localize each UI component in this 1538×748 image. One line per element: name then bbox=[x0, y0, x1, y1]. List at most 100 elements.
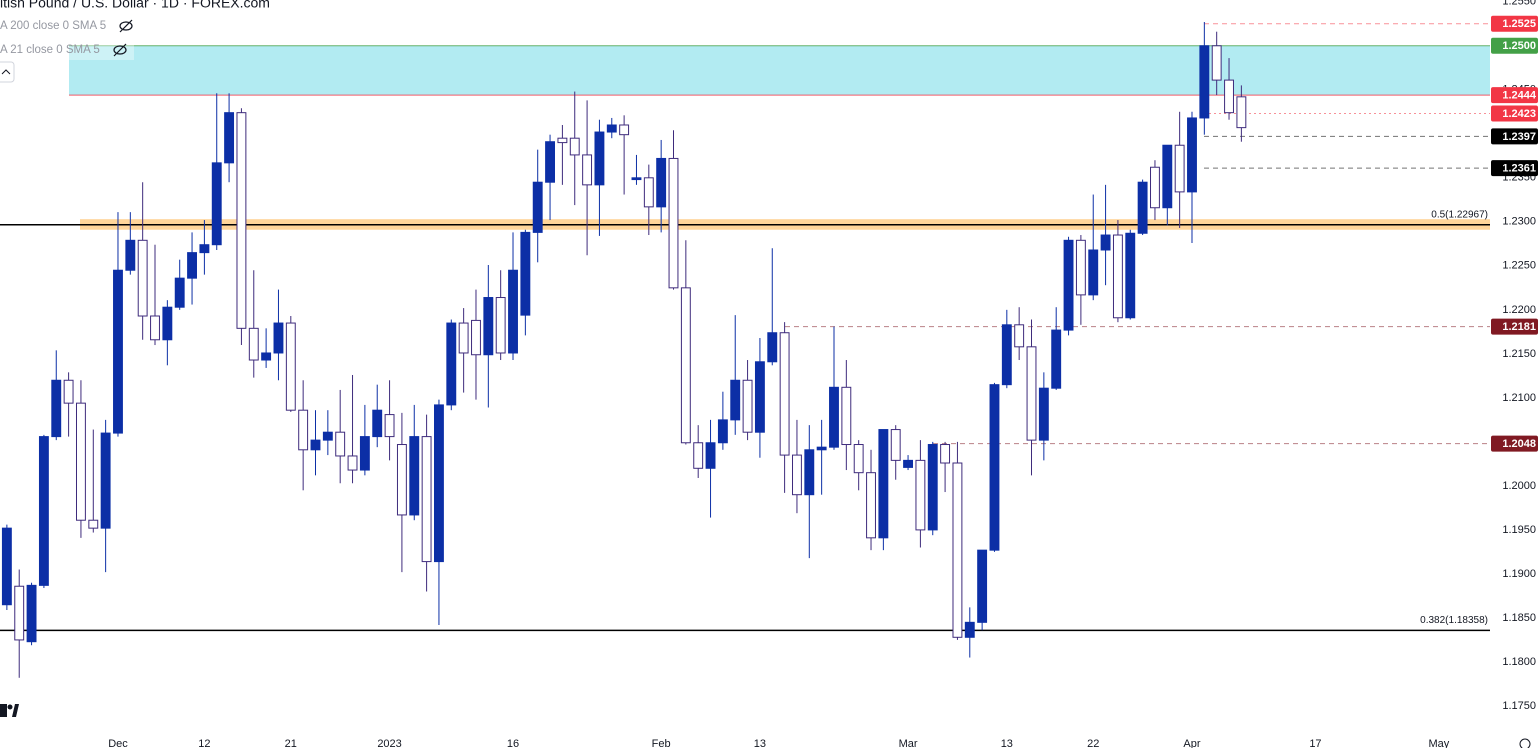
candle-body bbox=[1038, 387, 1049, 441]
candle-body bbox=[829, 386, 839, 448]
fib-label: 0.5(1.22967) bbox=[1431, 209, 1488, 220]
candle-body bbox=[396, 444, 407, 516]
settings-icon[interactable] bbox=[1519, 738, 1531, 748]
candle-body bbox=[471, 319, 481, 356]
candle-body bbox=[458, 322, 469, 354]
candle-body bbox=[1150, 166, 1160, 209]
candle-body bbox=[940, 444, 951, 464]
candle-body bbox=[248, 327, 259, 361]
symbol-title: itish Pound / U.S. Dollar · 1D · FOREX.c… bbox=[0, 0, 270, 11]
candle-body bbox=[1001, 324, 1012, 386]
candle-body bbox=[1100, 234, 1111, 251]
candle-body bbox=[705, 442, 716, 469]
price-tag bbox=[1491, 105, 1538, 122]
tv-logo bbox=[0, 704, 19, 717]
candle-body bbox=[75, 402, 86, 521]
candle-body bbox=[816, 446, 827, 451]
fib-label: 0.382(1.18358) bbox=[1420, 615, 1488, 626]
price-tag-label: 1.2181 bbox=[1502, 321, 1536, 333]
y-tick-label: 1.2000 bbox=[1502, 480, 1536, 492]
candle-body bbox=[730, 379, 741, 421]
price-tag-label: 1.2444 bbox=[1502, 89, 1537, 101]
x-tick-label: Mar bbox=[899, 738, 918, 748]
candle-body bbox=[606, 124, 617, 133]
y-tick-label: 1.1900 bbox=[1502, 568, 1536, 580]
candle-body bbox=[656, 157, 667, 208]
indicator-row-bg bbox=[0, 16, 134, 36]
candle-body bbox=[903, 459, 914, 468]
y-tick-label: 1.1850 bbox=[1502, 612, 1536, 624]
candle-body bbox=[569, 137, 580, 156]
candle-body bbox=[1199, 45, 1210, 119]
y-tick-label: 1.2550 bbox=[1502, 0, 1536, 8]
candle-body bbox=[236, 112, 247, 329]
x-tick-label: Apr bbox=[1183, 738, 1200, 748]
candle-body bbox=[421, 436, 432, 563]
candle-body bbox=[1224, 79, 1234, 114]
candle-body bbox=[38, 436, 49, 586]
candle-body bbox=[952, 462, 963, 638]
candle-body bbox=[14, 585, 25, 641]
y-tick-label: 1.1950 bbox=[1502, 524, 1536, 536]
x-tick-label: May bbox=[1429, 738, 1450, 748]
y-tick-label: 1.2200 bbox=[1502, 304, 1536, 316]
candle-body bbox=[878, 429, 889, 539]
candle-body bbox=[1174, 144, 1185, 193]
candle-body bbox=[1162, 144, 1173, 209]
x-tick-label: 16 bbox=[507, 738, 519, 748]
candle-body bbox=[1125, 232, 1136, 319]
candle-body bbox=[532, 181, 543, 233]
candle-body bbox=[125, 239, 136, 271]
indicator-label[interactable]: A 21 close 0 SMA 5 bbox=[0, 44, 100, 56]
candle-body bbox=[298, 409, 309, 451]
candle-body bbox=[693, 442, 704, 469]
candle-body bbox=[310, 439, 321, 451]
eye-off-icon[interactable] bbox=[113, 43, 127, 57]
candle-body bbox=[199, 244, 210, 254]
price-tag bbox=[1491, 435, 1538, 452]
candle-body bbox=[582, 154, 593, 186]
candle-body bbox=[100, 432, 111, 529]
candle-body bbox=[211, 162, 222, 246]
candle-body bbox=[915, 459, 926, 531]
candle-body bbox=[1112, 234, 1123, 319]
price-tag-label: 1.2361 bbox=[1502, 163, 1536, 175]
candle-body bbox=[631, 177, 642, 181]
candle-body bbox=[409, 436, 420, 516]
price-tag-label: 1.2048 bbox=[1502, 438, 1536, 450]
price-tag bbox=[1491, 160, 1538, 177]
price-tag bbox=[1491, 318, 1538, 335]
x-tick-label: 13 bbox=[754, 738, 766, 748]
indicator-label[interactable]: A 200 close 0 SMA 5 bbox=[0, 20, 106, 32]
candle-body bbox=[372, 409, 383, 438]
candle-body bbox=[520, 231, 531, 316]
candle-body bbox=[853, 444, 864, 474]
candle-body bbox=[63, 379, 74, 404]
candle-body bbox=[347, 455, 358, 471]
candle-body bbox=[51, 379, 62, 438]
y-tick-label: 1.2300 bbox=[1502, 216, 1536, 228]
candle-body bbox=[446, 322, 457, 406]
candle-body bbox=[619, 124, 630, 136]
candle-body bbox=[890, 429, 901, 461]
candle-body bbox=[113, 269, 123, 434]
collapse-button[interactable] bbox=[0, 61, 15, 83]
x-tick-label: Feb bbox=[652, 738, 671, 748]
candle-body bbox=[742, 379, 753, 433]
price-tag bbox=[1491, 87, 1538, 104]
candle-body bbox=[273, 322, 284, 354]
candle-body bbox=[1211, 45, 1222, 81]
candle-body bbox=[137, 239, 148, 317]
eye-off-icon[interactable] bbox=[119, 19, 133, 33]
candle-body bbox=[594, 131, 605, 186]
candle-body bbox=[1137, 181, 1148, 234]
candle-body bbox=[779, 332, 790, 456]
candle-body bbox=[434, 404, 444, 563]
candle-body bbox=[224, 112, 235, 164]
x-tick-label: 17 bbox=[1309, 738, 1321, 748]
candle-body bbox=[1088, 249, 1099, 296]
indicator-row-bg bbox=[0, 40, 134, 60]
candle-body bbox=[866, 472, 876, 539]
candle-body bbox=[977, 549, 988, 623]
